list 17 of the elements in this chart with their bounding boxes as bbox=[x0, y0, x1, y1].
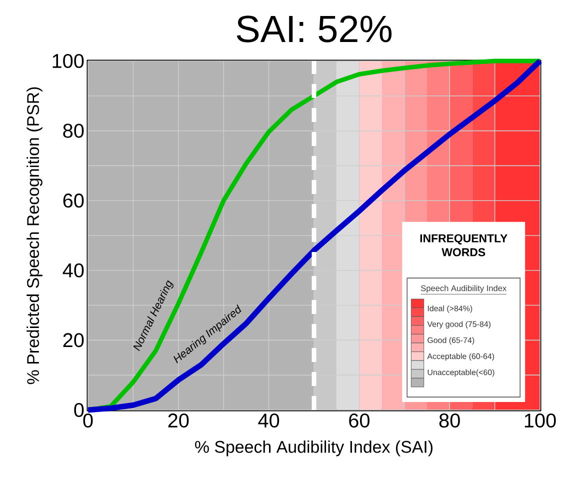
y-tick-label: 100 bbox=[52, 54, 84, 68]
x-tick-label: 20 bbox=[168, 414, 189, 428]
y-tick-label: 80 bbox=[63, 124, 84, 138]
annotation: INFREQUENTLY WORDS bbox=[420, 234, 508, 256]
y-tick-label: 0 bbox=[74, 402, 84, 418]
chart-title: SAI: 52% bbox=[236, 16, 392, 42]
x-tick-label: 60 bbox=[349, 414, 370, 428]
x-tick-label: 0 bbox=[83, 414, 93, 428]
x-axis-title: % Speech Audibility Index (SAI) bbox=[195, 440, 432, 456]
x-tick-label: 100 bbox=[524, 414, 556, 428]
x-tick-label: 80 bbox=[439, 414, 460, 428]
y-tick-label: 40 bbox=[62, 263, 84, 278]
annotation: Speech Audibility Index bbox=[421, 285, 506, 293]
y-tick-label: 60 bbox=[63, 194, 84, 208]
y-tick-label: 20 bbox=[63, 333, 84, 348]
x-tick-label: 40 bbox=[258, 414, 280, 428]
y-axis-title: % Predicted Speech Recognition (PSR) bbox=[26, 87, 42, 384]
